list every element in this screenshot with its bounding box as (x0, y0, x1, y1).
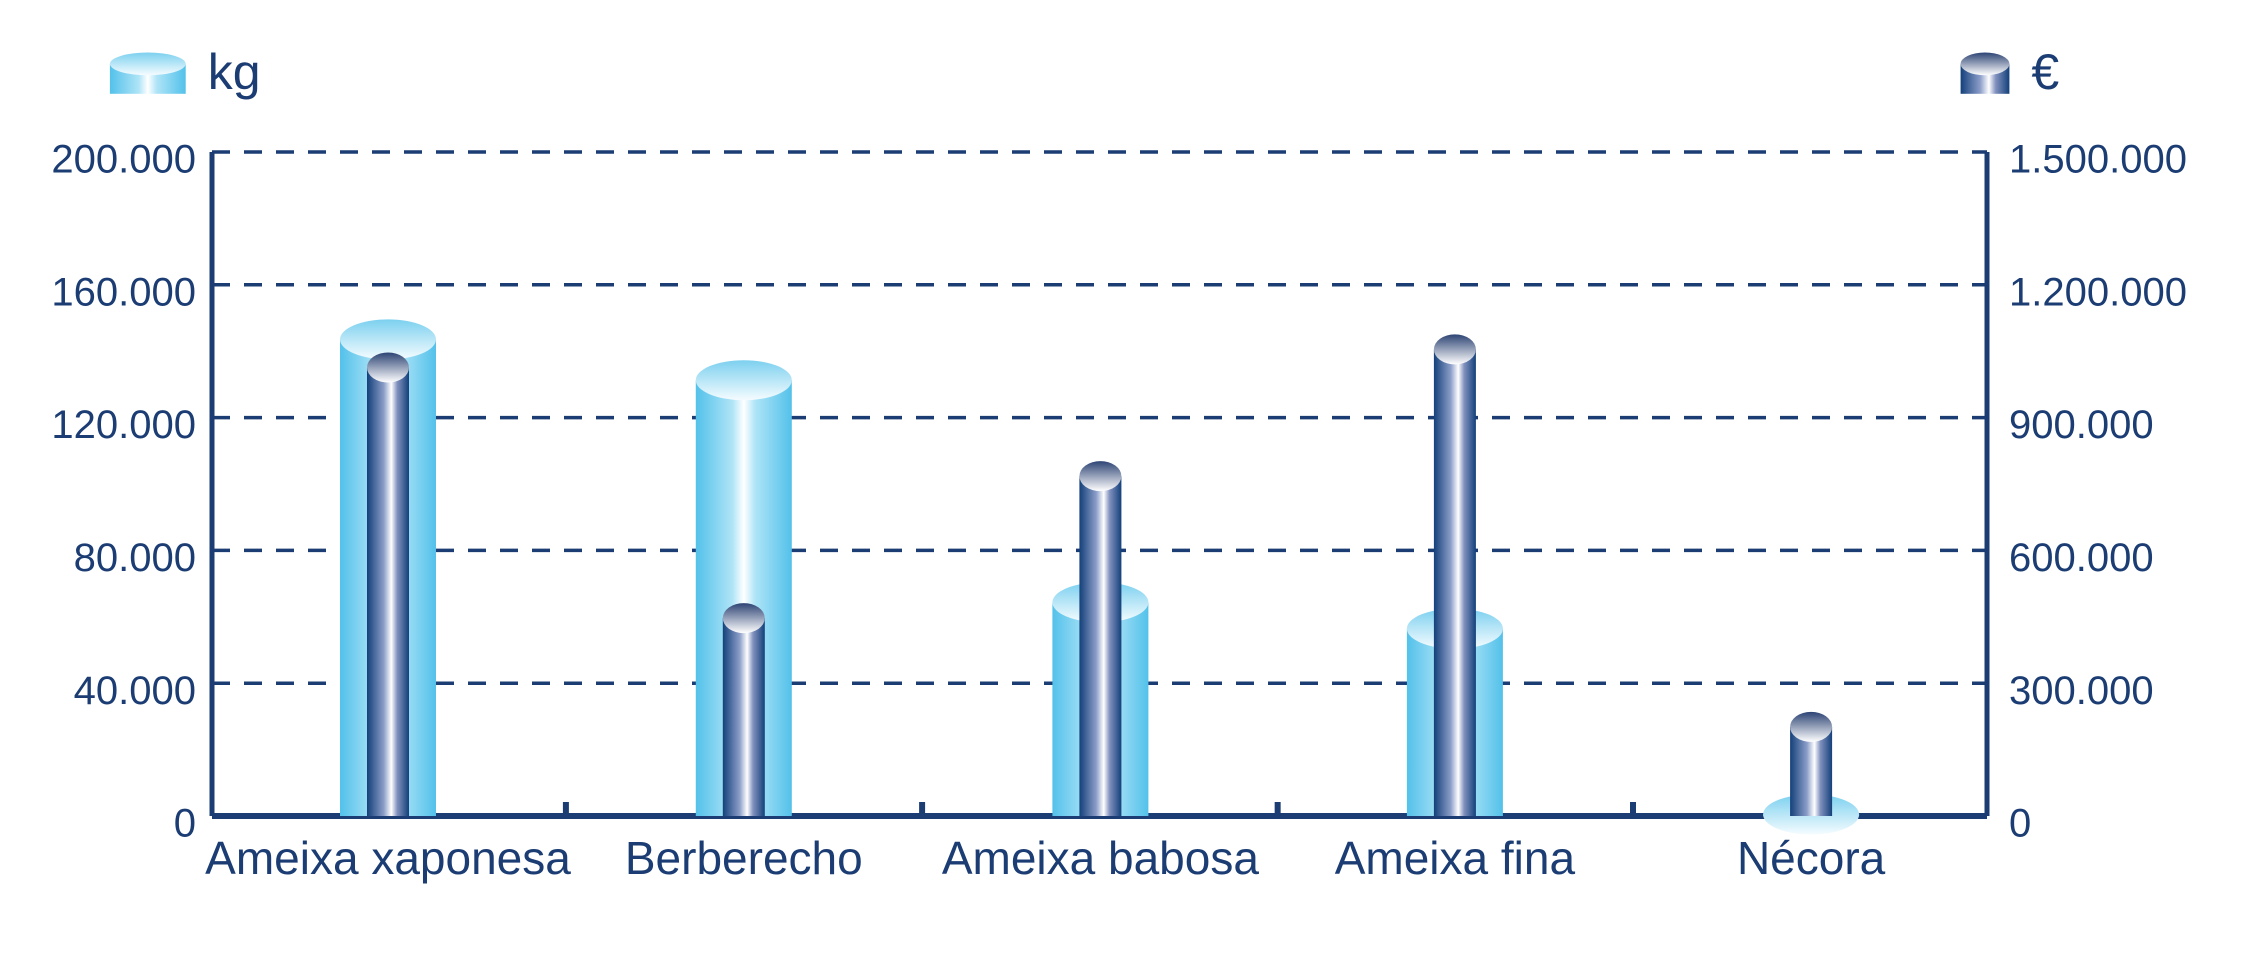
svg-text:80.000: 80.000 (74, 536, 196, 580)
svg-text:Ameixa xaponesa: Ameixa xaponesa (205, 832, 571, 884)
svg-text:40.000: 40.000 (74, 669, 196, 713)
svg-text:0: 0 (174, 802, 196, 846)
svg-text:0: 0 (2009, 802, 2031, 846)
svg-text:1.200.000: 1.200.000 (2009, 270, 2187, 314)
svg-text:160.000: 160.000 (51, 270, 196, 314)
svg-text:300.000: 300.000 (2009, 669, 2154, 713)
svg-text:120.000: 120.000 (51, 403, 196, 447)
svg-text:600.000: 600.000 (2009, 536, 2154, 580)
svg-text:1.500.000: 1.500.000 (2009, 138, 2187, 182)
svg-text:900.000: 900.000 (2009, 403, 2154, 447)
svg-text:Berberecho: Berberecho (625, 832, 863, 884)
svg-text:Ameixa babosa: Ameixa babosa (942, 832, 1259, 884)
svg-text:Ameixa fina: Ameixa fina (1335, 832, 1576, 884)
svg-text:kg: kg (208, 44, 261, 100)
svg-text:200.000: 200.000 (51, 138, 196, 182)
svg-text:Nécora: Nécora (1737, 832, 1886, 884)
svg-text:€: € (2031, 44, 2059, 100)
